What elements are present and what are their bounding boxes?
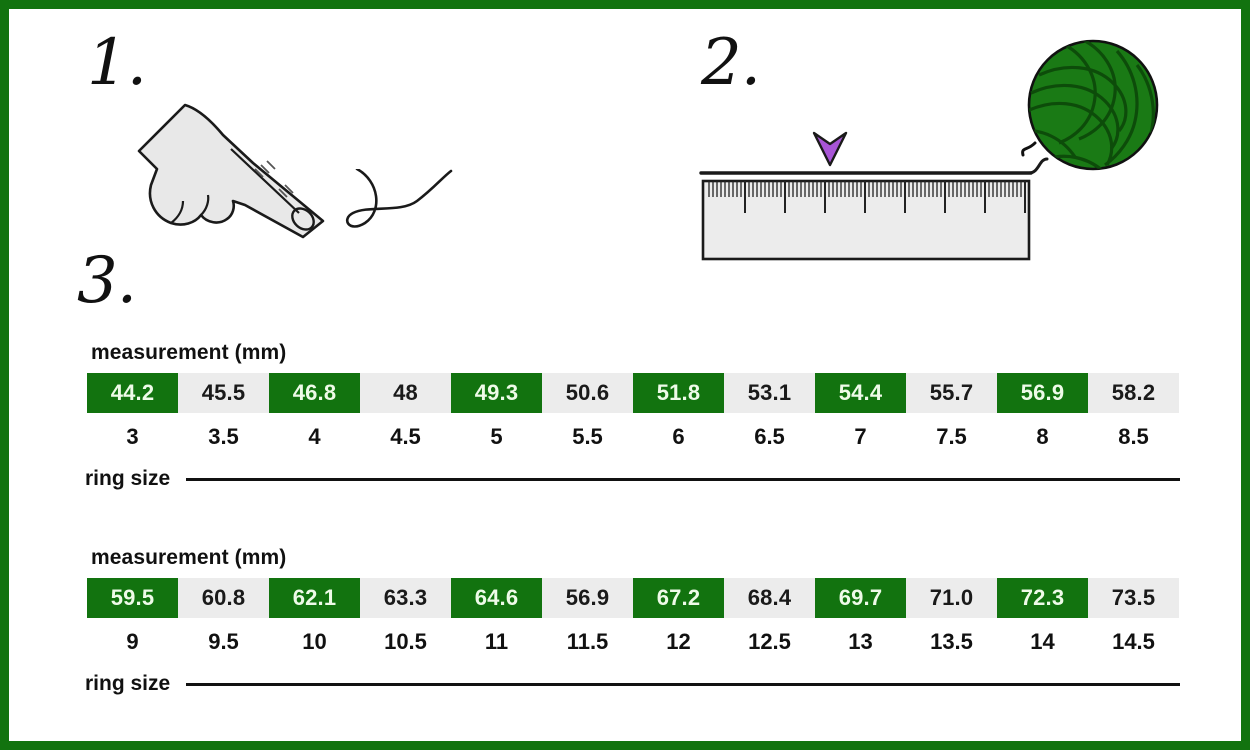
measurement-cell[interactable]: 45.5 — [178, 373, 269, 413]
measurement-cell[interactable]: 51.8 — [633, 373, 724, 413]
measurement-cell[interactable]: 58.2 — [1088, 373, 1179, 413]
measurement-cell[interactable]: 69.7 — [815, 578, 906, 618]
size-cell[interactable]: 10.5 — [384, 629, 427, 654]
size-cell[interactable]: 7.5 — [936, 424, 967, 449]
size-cell[interactable]: 11 — [484, 629, 509, 654]
measurement-cell[interactable]: 56.9 — [997, 373, 1088, 413]
step-1-number: 1. — [87, 26, 147, 100]
size-cell[interactable]: 3 — [126, 424, 139, 449]
size-cell[interactable]: 5 — [490, 424, 503, 449]
size-cell[interactable]: 12 — [666, 629, 691, 654]
measurement-row-2: 59.5 60.8 62.1 63.3 64.6 56.9 67.2 68.4 … — [87, 578, 1180, 618]
measurement-cell[interactable]: 71.0 — [906, 578, 997, 618]
size-cell[interactable]: 12.5 — [748, 629, 791, 654]
measurement-cell[interactable]: 53.1 — [724, 373, 815, 413]
string-thread-icon — [339, 167, 469, 274]
size-cell[interactable]: 9.5 — [208, 629, 239, 654]
measurement-cell[interactable]: 73.5 — [1088, 578, 1179, 618]
measurement-cell[interactable]: 50.6 — [542, 373, 633, 413]
size-cell[interactable]: 13 — [848, 629, 873, 654]
horizontal-rule — [186, 477, 1180, 481]
size-cell[interactable]: 9 — [126, 629, 139, 654]
measurement-row-1: 44.2 45.5 46.8 48 49.3 50.6 51.8 53.1 54… — [87, 373, 1180, 413]
ring-size-table-block-1: measurement (mm) 44.2 45.5 46.8 48 49.3 … — [85, 341, 1180, 491]
size-cell[interactable]: 3.5 — [208, 424, 239, 449]
ring-size-table-block-2: measurement (mm) 59.5 60.8 62.1 63.3 64.… — [85, 546, 1180, 696]
measurement-cell[interactable]: 68.4 — [724, 578, 815, 618]
size-cell[interactable]: 6 — [672, 424, 685, 449]
measurement-cell[interactable]: 64.6 — [451, 578, 542, 618]
measurement-cell[interactable]: 72.3 — [997, 578, 1088, 618]
measurement-cell[interactable]: 49.3 — [451, 373, 542, 413]
measurement-cell[interactable]: 62.1 — [269, 578, 360, 618]
ring-size-label: ring size — [85, 672, 171, 695]
measurement-cell[interactable]: 63.3 — [360, 578, 451, 618]
size-cell[interactable]: 6.5 — [754, 424, 785, 449]
size-cell[interactable]: 7 — [854, 424, 867, 449]
size-cell[interactable]: 4.5 — [390, 424, 421, 449]
ruler-icon — [699, 119, 1049, 274]
size-cell[interactable]: 5.5 — [572, 424, 603, 449]
horizontal-rule — [186, 682, 1180, 686]
ring-size-footer-2: ring size — [85, 672, 1180, 696]
size-cell[interactable]: 13.5 — [930, 629, 973, 654]
measurement-caption-2: measurement (mm) — [91, 546, 287, 569]
size-row-1: 3 3.5 4 4.5 5 5.5 6 6.5 7 7.5 8 8.5 — [87, 421, 1180, 453]
size-row-2: 9 9.5 10 10.5 11 11.5 12 12.5 13 13.5 14… — [87, 626, 1180, 658]
measurement-caption-1: measurement (mm) — [91, 341, 287, 364]
step-2-number: 2. — [701, 26, 761, 100]
down-arrow-marker-icon — [809, 127, 851, 174]
measurement-cell[interactable]: 59.5 — [87, 578, 178, 618]
measurement-cell[interactable]: 48 — [360, 373, 451, 413]
pointing-hand-icon — [127, 89, 337, 244]
size-cell[interactable]: 8 — [1036, 424, 1049, 449]
measurement-cell[interactable]: 44.2 — [87, 373, 178, 413]
yarn-ball-icon — [1021, 35, 1171, 190]
measurement-cell[interactable]: 56.9 — [542, 578, 633, 618]
size-cell[interactable]: 14.5 — [1112, 629, 1155, 654]
step-3-number: 3. — [77, 244, 137, 318]
measurement-cell[interactable]: 54.4 — [815, 373, 906, 413]
measurement-cell[interactable]: 60.8 — [178, 578, 269, 618]
ring-size-footer-1: ring size — [85, 467, 1180, 491]
size-cell[interactable]: 4 — [308, 424, 321, 449]
size-cell[interactable]: 14 — [1030, 629, 1055, 654]
size-cell[interactable]: 10 — [302, 629, 327, 654]
measurement-cell[interactable]: 67.2 — [633, 578, 724, 618]
measurement-cell[interactable]: 46.8 — [269, 373, 360, 413]
size-cell[interactable]: 11.5 — [566, 629, 609, 654]
size-cell[interactable]: 8.5 — [1118, 424, 1149, 449]
ring-size-label: ring size — [85, 467, 171, 490]
measurement-cell[interactable]: 55.7 — [906, 373, 997, 413]
